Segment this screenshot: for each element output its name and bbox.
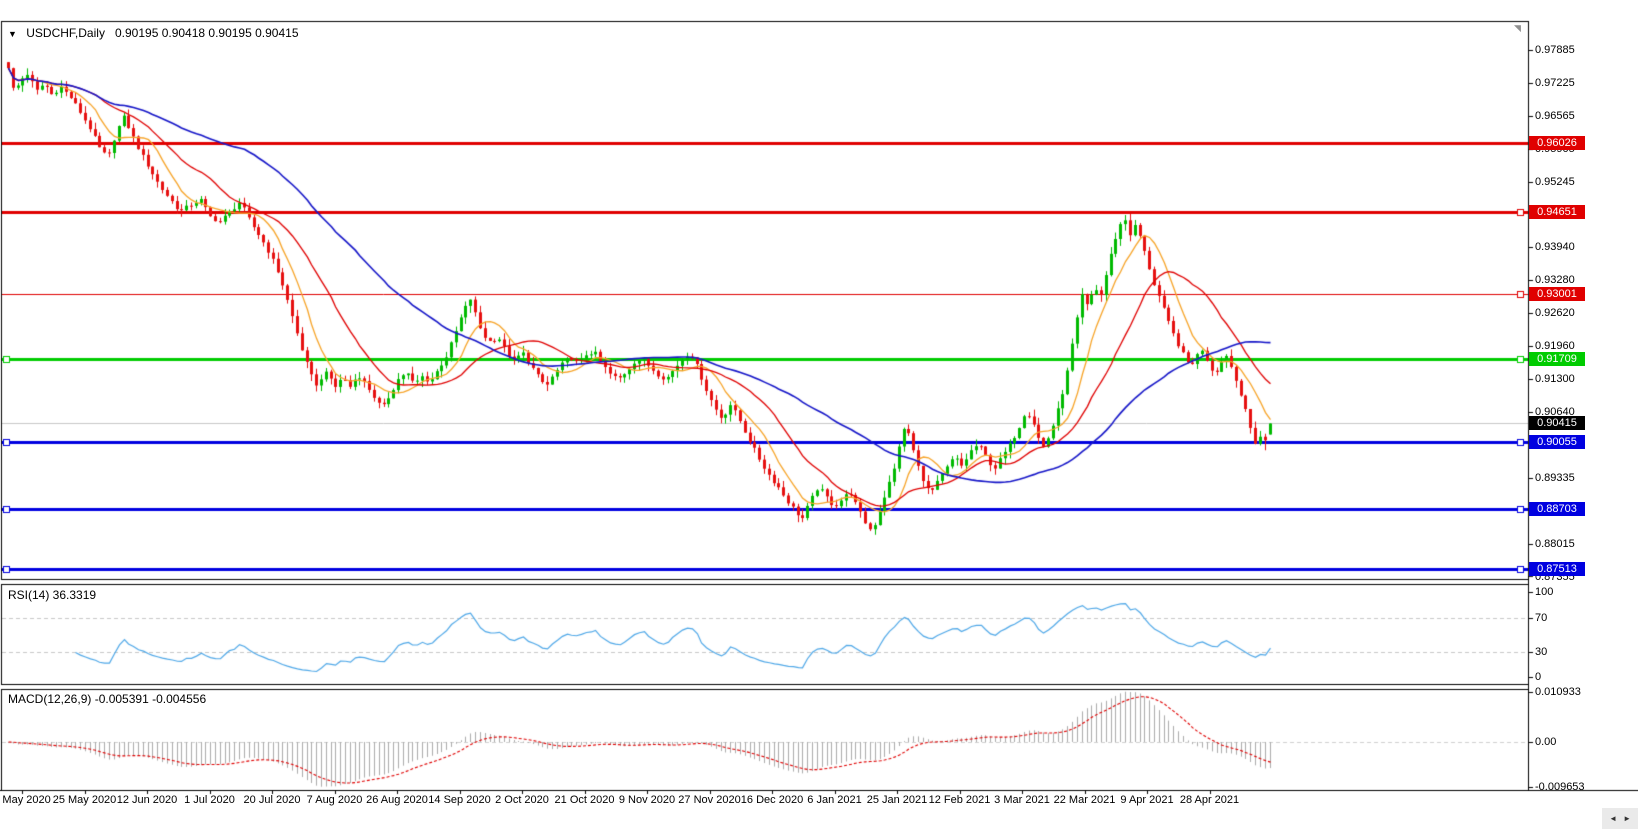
macd-tick-label: 0.00 xyxy=(1535,736,1557,748)
date-tick-label: 9 Apr 2021 xyxy=(1120,794,1174,806)
current-price-tag: 0.90415 xyxy=(1529,416,1585,430)
date-tick-label: 7 Aug 2020 xyxy=(306,794,363,806)
price-tick-label: 0.89335 xyxy=(1535,471,1575,484)
date-tick-label: 20 Jul 2020 xyxy=(243,794,301,806)
price-tick-label: 0.97225 xyxy=(1535,77,1575,89)
date-tick-label: 28 Apr 2021 xyxy=(1179,794,1240,806)
rsi-indicator-label: RSI(14) 36.3319 xyxy=(8,588,97,602)
line-price-tag: 0.94651 xyxy=(1529,205,1585,219)
line-price-tag: 0.90055 xyxy=(1529,435,1585,449)
line-price-tag: 0.87513 xyxy=(1529,562,1585,576)
date-tick-label: 27 Nov 2020 xyxy=(678,794,741,806)
rsi-tick-label: 0 xyxy=(1535,671,1542,683)
date-tick-label: 16 Dec 2020 xyxy=(740,794,804,806)
price-tick-label: 0.93280 xyxy=(1535,274,1575,287)
price-tick-label: 0.93940 xyxy=(1535,241,1575,254)
date-tick-label: 2 Oct 2020 xyxy=(495,794,549,806)
macd-tick-label: -0.009653 xyxy=(1535,780,1585,793)
date-tick-label: 6 May 2020 xyxy=(0,794,51,806)
date-tick-label: 22 Mar 2021 xyxy=(1053,794,1116,806)
macd-indicator-label: MACD(12,26,9) -0.005391 -0.004556 xyxy=(8,692,207,706)
line-price-tag: 0.96026 xyxy=(1529,136,1585,150)
price-tick-label: 0.95245 xyxy=(1535,176,1575,188)
date-tick-label: 12 Feb 2021 xyxy=(928,794,991,806)
date-tick-label: 3 Mar 2021 xyxy=(994,794,1050,806)
price-tick-label: 0.91300 xyxy=(1535,373,1575,386)
date-tick-label: 1 Jul 2020 xyxy=(184,794,235,806)
line-price-tag: 0.88703 xyxy=(1529,502,1585,516)
date-tick-label: 21 Oct 2020 xyxy=(554,794,615,806)
rsi-tick-label: 30 xyxy=(1535,645,1548,658)
price-tick-label: 0.90640 xyxy=(1535,406,1575,419)
date-tick-label: 25 Jan 2021 xyxy=(866,794,928,806)
price-tick-label: 0.96565 xyxy=(1535,110,1575,122)
date-tick-label: 25 May 2020 xyxy=(52,794,117,806)
chart-symbol-label: USDCHF,Daily xyxy=(26,26,105,40)
price-tick-label: 0.92620 xyxy=(1535,307,1575,320)
rsi-tick-label: 70 xyxy=(1535,611,1548,624)
macd-tick-label: 0.010933 xyxy=(1535,685,1581,698)
chart-title: ▼ USDCHF,Daily 0.90195 0.90418 0.90195 0… xyxy=(8,26,299,40)
chart-shift-marker-icon[interactable]: ◥ xyxy=(1514,23,1521,33)
date-tick-label: 6 Jan 2021 xyxy=(807,794,862,806)
date-tick-label: 9 Nov 2020 xyxy=(618,794,676,806)
line-price-tag: 0.93001 xyxy=(1529,287,1585,301)
tab-scroll-left-icon[interactable]: ◄ xyxy=(1609,814,1618,823)
date-tick-label: 14 Sep 2020 xyxy=(428,794,491,806)
date-tick-label: 26 Aug 2020 xyxy=(366,794,428,806)
price-tick-label: 0.97885 xyxy=(1535,44,1575,56)
rsi-tick-label: 100 xyxy=(1535,586,1554,598)
tab-scroll-arrows: ◄ ► xyxy=(1602,808,1638,829)
tab-scroll-right-icon[interactable]: ► xyxy=(1623,814,1631,823)
price-tick-label: 0.88015 xyxy=(1535,537,1575,550)
line-price-tag: 0.91709 xyxy=(1529,352,1585,366)
price-tick-label: 0.91960 xyxy=(1535,340,1575,353)
collapse-indicator-icon[interactable]: ▼ xyxy=(8,29,17,39)
chart-ohlc-values: 0.90195 0.90418 0.90195 0.90415 xyxy=(114,26,299,40)
date-tick-label: 12 Jun 2020 xyxy=(116,794,178,806)
